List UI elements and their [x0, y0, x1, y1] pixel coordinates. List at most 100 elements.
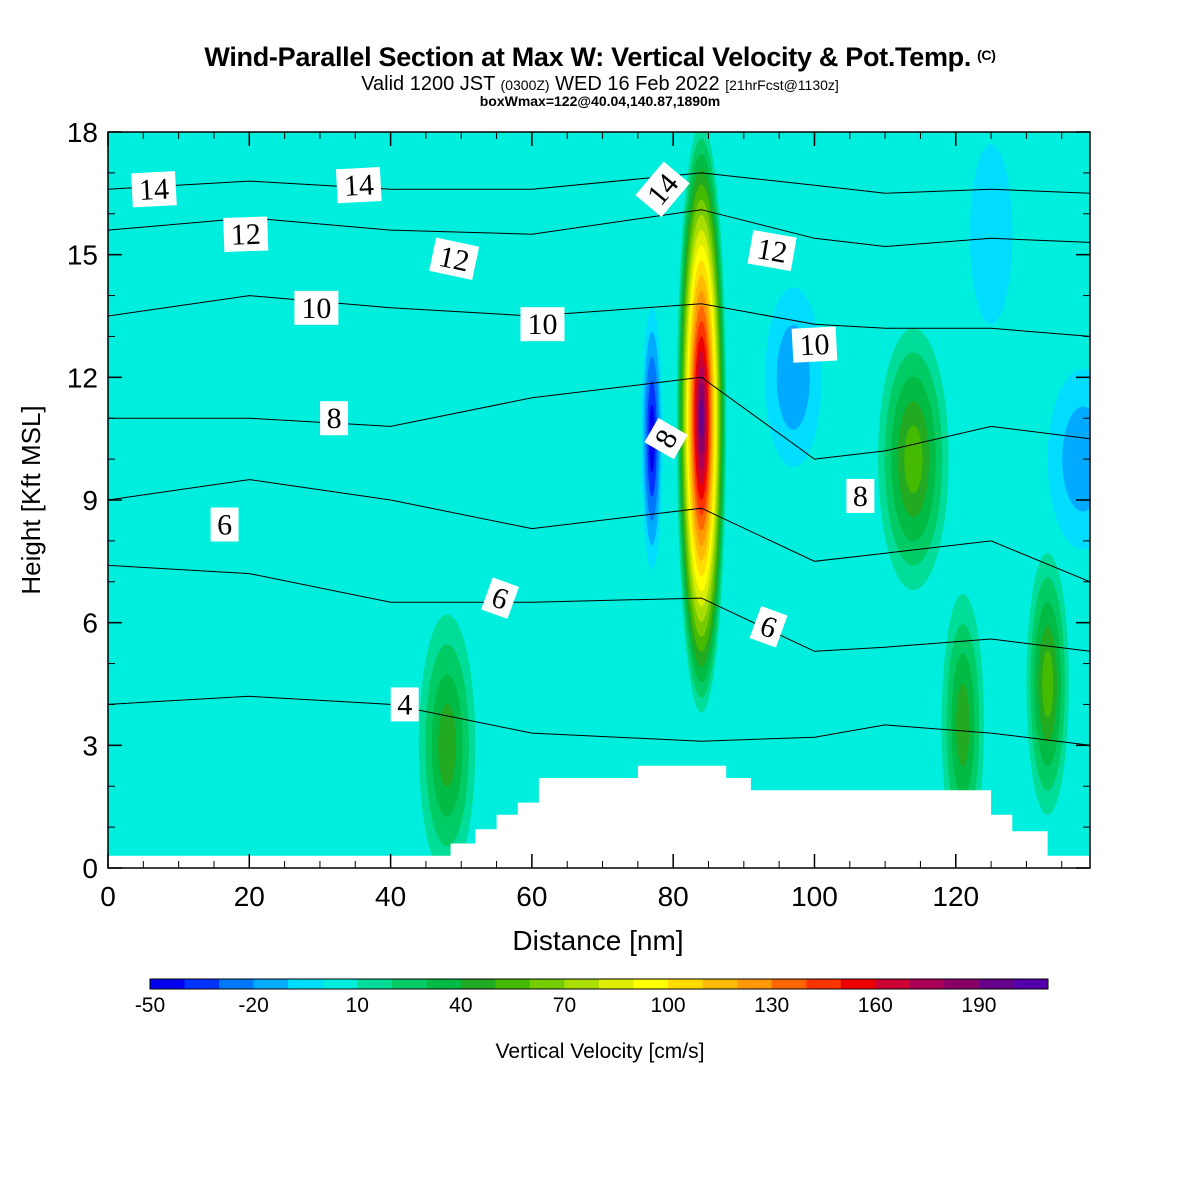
contour-label: 12	[429, 237, 480, 280]
colorbar-swatch	[737, 979, 773, 989]
contour-label: 10	[791, 326, 838, 363]
contour-label-text: 4	[397, 688, 412, 721]
contour-label-text: 12	[230, 218, 261, 252]
colorbar-swatch	[633, 979, 669, 989]
contour-label-box	[223, 216, 269, 252]
isentrope-line	[108, 695, 1090, 746]
contour-label-box	[210, 507, 239, 542]
velocity-contour-fill	[969, 144, 1013, 325]
velocity-field	[108, 132, 1090, 868]
colorbar-tick-label: -20	[238, 994, 268, 1017]
x-tick-label: 20	[234, 881, 265, 912]
colorbar-swatch	[1013, 979, 1049, 989]
copyright-mark: (C)	[977, 47, 996, 63]
colorbar-swatch	[840, 979, 876, 989]
colorbar-swatch	[219, 979, 255, 989]
contour-label: 8	[846, 478, 875, 513]
contour-label: 14	[335, 167, 382, 204]
contour-label: 12	[223, 216, 269, 252]
colorbar-tick-label: 190	[961, 994, 996, 1017]
valid-date: WED 16 Feb 2022	[555, 73, 720, 95]
colorbar-swatch	[150, 979, 186, 989]
contour-label: 6	[749, 605, 788, 648]
contour-label-text: 10	[799, 328, 831, 363]
contour-label-box	[390, 687, 419, 722]
utc-time: (0300Z)	[500, 77, 550, 93]
colorbar-swatch	[357, 979, 393, 989]
contour-label: 10	[294, 290, 339, 325]
contour-label-text: 12	[754, 232, 789, 270]
contour-label-box	[635, 161, 690, 218]
contour-label: 6	[210, 507, 239, 542]
isentrope-contours	[108, 172, 1090, 746]
y-tick-label: 12	[67, 362, 98, 393]
colorbar-label: Vertical Velocity [cm/s]	[496, 1040, 705, 1063]
contour-label-box	[791, 326, 838, 363]
valid-time: Valid 1200 JST	[361, 73, 495, 95]
contour-label-text: 8	[853, 480, 868, 513]
chart-title-text: Wind-Parallel Section at Max W: Vertical…	[204, 42, 972, 72]
velocity-contour-fill	[699, 396, 704, 440]
contour-label-text: 10	[527, 308, 557, 341]
terrain-profile	[108, 765, 1090, 868]
velocity-contour-fill	[1042, 650, 1054, 718]
colorbar-tick-label: 130	[754, 994, 789, 1017]
velocity-contour-fill	[1062, 406, 1090, 512]
colorbar-tick-label: 40	[449, 994, 472, 1017]
isentrope-line	[108, 209, 1090, 248]
isentrope-line	[108, 376, 1090, 460]
contour-label-text: 8	[327, 402, 342, 435]
contour-label: 4	[390, 687, 419, 722]
contour-label-box	[644, 418, 688, 460]
chart-title: Wind-Parallel Section at Max W: Vertical…	[0, 42, 1200, 73]
y-tick-label: 0	[82, 853, 98, 884]
isentrope-line	[108, 172, 1090, 194]
colorbar-swatch	[599, 979, 635, 989]
contour-label-box	[320, 401, 349, 436]
contour-label: 8	[320, 401, 349, 436]
y-tick-label: 15	[67, 240, 98, 271]
contour-label-text: 12	[436, 240, 472, 279]
colorbar-swatch	[529, 979, 565, 989]
box-info: boxWmax=122@40.04,140.87,1890m	[479, 93, 721, 109]
chart-subtitle: Valid 1200 JST (0300Z) WED 16 Feb 2022 […	[0, 73, 1200, 96]
x-tick-label: 80	[658, 881, 689, 912]
colorbar: -50 -20 10 40 70 100 130 160 190	[135, 978, 1049, 1017]
colorbar-swatch	[564, 979, 600, 989]
contour-label: 14	[131, 171, 177, 208]
colorbar-tick-label: 70	[553, 994, 576, 1017]
colorbar-swatch	[771, 979, 807, 989]
contour-label-box	[846, 478, 875, 513]
contour-label-box	[131, 171, 177, 208]
y-tick-label: 18	[67, 117, 98, 148]
contour-label-box	[294, 290, 339, 325]
isentrope-line	[108, 564, 1090, 652]
contour-label-box	[749, 605, 788, 648]
x-tick-label: 40	[375, 881, 406, 912]
colorbar-swatch	[702, 979, 738, 989]
x-axis-label: Distance [nm]	[512, 925, 683, 956]
y-tick-label: 3	[82, 730, 98, 761]
colorbar-tick-label: 10	[346, 994, 369, 1017]
y-tick-label: 6	[82, 608, 98, 639]
contour-label-text: 6	[217, 509, 232, 542]
x-tick-label: 100	[791, 881, 838, 912]
colorbar-swatch	[668, 979, 704, 989]
colorbar-swatch	[495, 979, 531, 989]
y-tick-label: 9	[82, 485, 98, 516]
colorbar-tick-label: -50	[135, 994, 165, 1017]
contour-label-box	[429, 237, 480, 280]
axes: 0 20 40 60 80 100 120 0 3 6 9 12 15 18	[67, 117, 1090, 912]
velocity-contour-fill	[438, 703, 457, 787]
contour-label: 10	[520, 307, 565, 342]
terrain-fill	[108, 765, 1090, 868]
x-tick-label: 120	[932, 881, 979, 912]
colorbar-tick-label: 160	[858, 994, 893, 1017]
colorbar-swatch	[460, 979, 496, 989]
velocity-contour-fill	[956, 683, 970, 767]
colorbar-swatch	[909, 979, 945, 989]
colorbar-swatch	[944, 979, 980, 989]
contour-label-box	[335, 167, 382, 204]
